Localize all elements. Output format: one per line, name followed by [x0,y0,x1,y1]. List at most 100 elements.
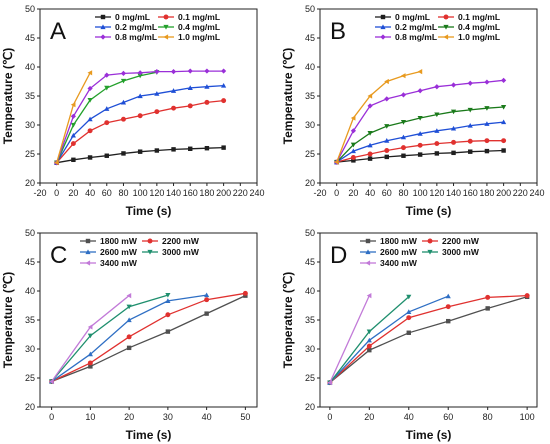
panel-c-y-tick-label: 30 [25,344,35,354]
panel-b-legend-2-label: 0.2 mg/mL [395,22,437,32]
panel-a-y-axis-label: Temperature (℃) [1,48,15,145]
panel-d-legend-4-label: 3400 mW [380,258,418,268]
panel-b-series-5-line [336,70,421,163]
panel-b-y-tick-label: 50 [305,4,315,14]
panel-b-series-3-point [450,109,457,115]
panel-b-series-2-point [501,119,507,125]
panel-c-y-axis-label: Temperature (℃) [1,272,15,369]
panel-b-series-3-point [400,120,407,125]
panel-b-series-4-point [350,128,356,134]
panel-c-series-1-point [242,290,248,296]
panel-b-series-3-point [417,115,423,121]
panel-c-x-tick-label: 20 [124,412,134,422]
panel-d-series-0-point [406,330,411,335]
panel-b-series-5-point [400,73,406,79]
panel-a-series-5-point [70,102,76,108]
panel-a-series-2-point [137,93,143,99]
panel-b-y-tick-label: 25 [305,149,315,159]
panel-c-legend-3-label: 3000 mW [162,247,200,257]
panel-b-series-3-point [434,112,440,118]
panel-a-series-5-point [87,70,93,76]
panel-a-x-tick-label: 40 [85,188,95,198]
panel-b-series-1-point [367,151,373,157]
panel-d-series-0-point [446,318,451,324]
panel-a-series-0-point [71,157,76,163]
panel-b-series-2-point [384,138,390,143]
panel-c-series-4-point [49,378,54,385]
panel-c-series-0-line [51,295,246,383]
panel-b-x-tick-label: 240 [529,188,544,198]
panel-c-legend-0-marker [85,238,91,244]
panel-b-legend-1-label: 0.1 mg/mL [458,12,500,22]
panel-b-series-5-point [417,69,423,75]
panel-d-x-tick-label: 60 [443,412,453,422]
panel-a-legend-4-label: 0.8 mg/mL [115,32,157,42]
panel-c-series-4-point [87,324,93,330]
panel-d-x-tick-label: 100 [520,412,535,422]
panel-c-y-tick-label: 40 [25,286,35,296]
panel-b-x-tick-label: 120 [429,188,444,198]
panel-a-series-2-point [120,99,127,105]
panel-d-series-0-line [329,296,528,384]
panel-a-series-4-point [104,72,110,78]
panel-a-x-tick-label: 80 [118,188,128,198]
panel-a-legend-2-label: 0.2 mg/mL [115,22,157,32]
panel-b-series-5-point [334,159,339,165]
panel-b-x-tick-label: 0 [334,188,339,198]
panel-a-series-0-point [171,147,176,152]
panel-a-series-0-point [104,153,109,158]
panel-b-series-4-point [467,80,473,86]
panel-a-series-1-point [204,99,210,105]
panel-b-series-0-point [484,148,490,154]
panel-a-series-0-point [137,149,143,154]
panel-b-series-4-point [417,88,423,94]
panel-b-series-3-point [501,104,507,110]
panel-a-series-4-point [204,68,210,74]
panel-b-series-0-point [434,151,440,156]
panel-a-x-tick-label: 60 [102,188,112,198]
panel-a-legend-0-marker [100,14,106,20]
panel-a-series-2-point [187,85,193,90]
panel-a-series-3-point [70,122,76,128]
panel-b-series-5-point [384,78,389,85]
panel-b-series-0-point [451,150,456,156]
panel-b-legend-5-label: 1.0 mg/mL [458,32,500,42]
panel-b-series-1-point [451,139,457,145]
panel-b-series-2-point [350,148,356,154]
panel-a-series-4-point [87,85,93,92]
panel-a-y-tick-label: 20 [25,178,35,188]
panel-d-series-0-point [367,347,372,353]
panel-d-series-1-point [485,294,491,300]
panel-d-series-1-line [329,294,528,384]
panel-b-y-tick-label: 45 [305,33,315,43]
panel-b-series-3-point [467,107,473,113]
panel-c-series-0-point [165,329,171,334]
panel-a-x-tick-label: -20 [33,188,46,198]
panel-c-legend-4-label: 3400 mW [100,258,138,268]
panel-b-series-2-point [450,125,457,131]
panel-d-y-tick-label: 40 [305,286,315,296]
panel-c-legend-1-marker [147,238,153,244]
panel-b-series-1-point [400,145,406,151]
panel-a-x-tick-label: 20 [68,188,78,198]
panel-c-series-4-point [126,293,132,299]
panel-a-series-1-point [104,120,110,126]
panel-c-series-0-point [88,364,93,369]
panel-c-x-tick-label: 50 [240,412,250,422]
panel-a-series-1-point [120,116,126,122]
panel-b-legend-3-marker [443,24,449,30]
panel-b-series-0-point [501,148,506,153]
panel-a-series-1-point [171,105,177,111]
panel-c-x-axis-label: Time (s) [126,428,172,442]
panel-b-y-tick-label: 35 [305,91,315,101]
panel-b-x-tick-label: 220 [513,188,528,198]
panel-c: C Time (s) Temperature (℃) 0 10 20 30 40 50 20… [1,228,258,442]
panel-b-legend-0-marker [380,14,386,20]
panel-c-x-tick-label: 0 [49,412,54,422]
panel-a-legend-0-label: 0 mg/mL [115,12,150,22]
panel-c-series-0-point [126,345,132,351]
panel-a-x-tick-label: 180 [199,188,214,198]
panel-d-series-2-point [406,309,412,314]
panel-a-series-4-point [170,69,177,75]
